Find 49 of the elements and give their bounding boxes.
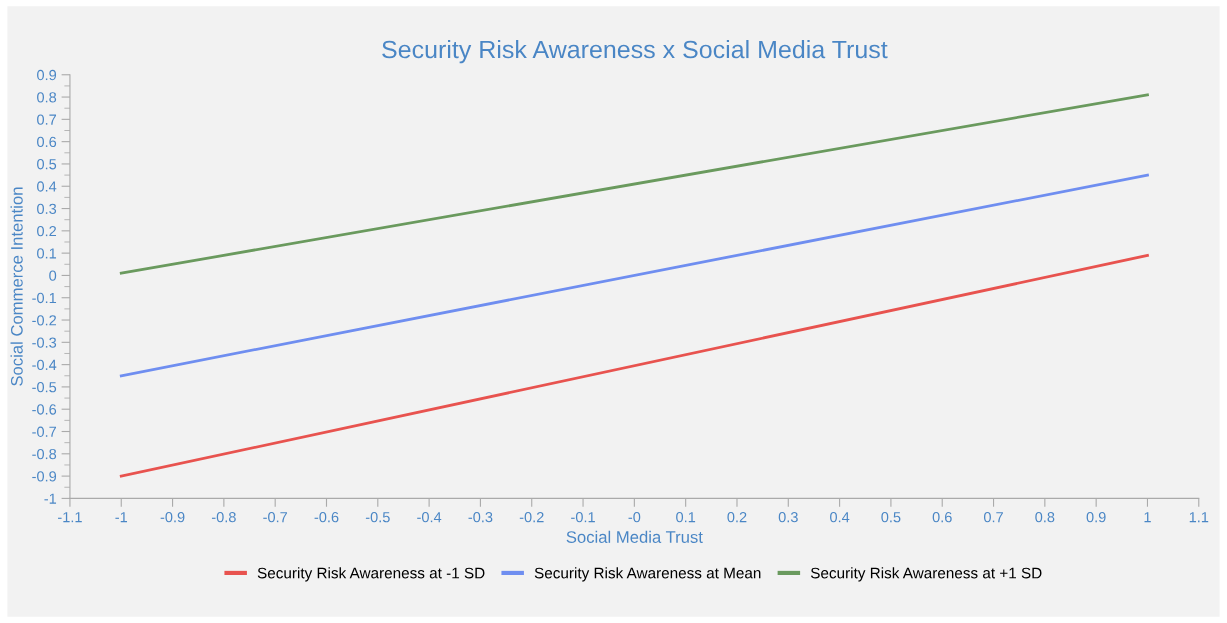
x-tick-label: 0.2 xyxy=(727,511,747,523)
y-tick-label: -1 xyxy=(44,493,57,504)
x-tick-label: 1.1 xyxy=(1189,512,1209,523)
x-tick-label: -0.2 xyxy=(519,511,544,523)
x-tick-label: -0.8 xyxy=(211,511,236,523)
y-tick-label: -0.2 xyxy=(32,315,57,326)
x-tick-label: -0 xyxy=(628,511,641,523)
y-tick-label: 0.3 xyxy=(37,203,57,214)
x-tick-label: -0.5 xyxy=(365,511,390,523)
x-tick-label: -0.7 xyxy=(263,511,288,523)
y-tick-label: -0.1 xyxy=(32,292,57,304)
x-tick-label: 0.3 xyxy=(778,511,798,523)
y-tick-label: -0.6 xyxy=(32,404,57,415)
y-tick-label: 0.6 xyxy=(37,136,57,148)
x-tick-label: 0.6 xyxy=(932,511,952,523)
x-tick-label: -1.1 xyxy=(58,512,82,523)
y-tick-label: -0.4 xyxy=(32,359,57,371)
x-tick-label: 0.9 xyxy=(1086,511,1106,523)
y-tick-label: 0.2 xyxy=(37,225,57,237)
y-axis-title: Social Commerce Intention xyxy=(10,187,23,386)
x-tick-label: -1 xyxy=(115,512,128,523)
y-tick-label: 0.4 xyxy=(37,181,57,192)
legend-label: Security Risk Awareness at Mean xyxy=(534,567,761,582)
y-tick-label: -0.7 xyxy=(32,426,57,437)
y-tick-label: 0.8 xyxy=(37,92,57,103)
x-tick-label: -0.1 xyxy=(571,511,595,523)
legend-label: Security Risk Awareness at -1 SD xyxy=(257,567,485,582)
x-tick-label: -0.6 xyxy=(314,511,339,523)
legend-label: Security Risk Awareness at +1 SD xyxy=(810,567,1042,582)
x-tick-label: -0.4 xyxy=(417,511,442,523)
x-tick-label: 0.8 xyxy=(1035,511,1055,523)
x-tick-label: 0.4 xyxy=(830,511,850,523)
x-tick-label: 0.1 xyxy=(676,511,696,523)
x-tick-label: 1 xyxy=(1144,512,1151,523)
y-tick-label: 0 xyxy=(49,270,57,281)
y-tick-label: -0.9 xyxy=(32,471,57,482)
y-tick-label: 0.9 xyxy=(37,69,57,81)
y-tick-label: 0.7 xyxy=(37,114,57,125)
x-tick-label: 0.7 xyxy=(983,511,1003,523)
x-tick-label: -0.9 xyxy=(160,511,185,523)
y-tick-label: 0.1 xyxy=(37,248,57,259)
y-tick-label: -0.3 xyxy=(32,337,57,348)
x-tick-label: 0.5 xyxy=(881,511,901,523)
y-tick-label: 0.5 xyxy=(37,159,57,170)
x-axis-title: Social Media Trust xyxy=(566,530,703,543)
x-tick-label: -0.3 xyxy=(468,511,493,523)
y-tick-label: -0.5 xyxy=(32,382,57,393)
y-tick-label: -0.8 xyxy=(32,448,57,460)
chart-title: Security Risk Awareness x Social Media Trust xyxy=(382,39,888,64)
